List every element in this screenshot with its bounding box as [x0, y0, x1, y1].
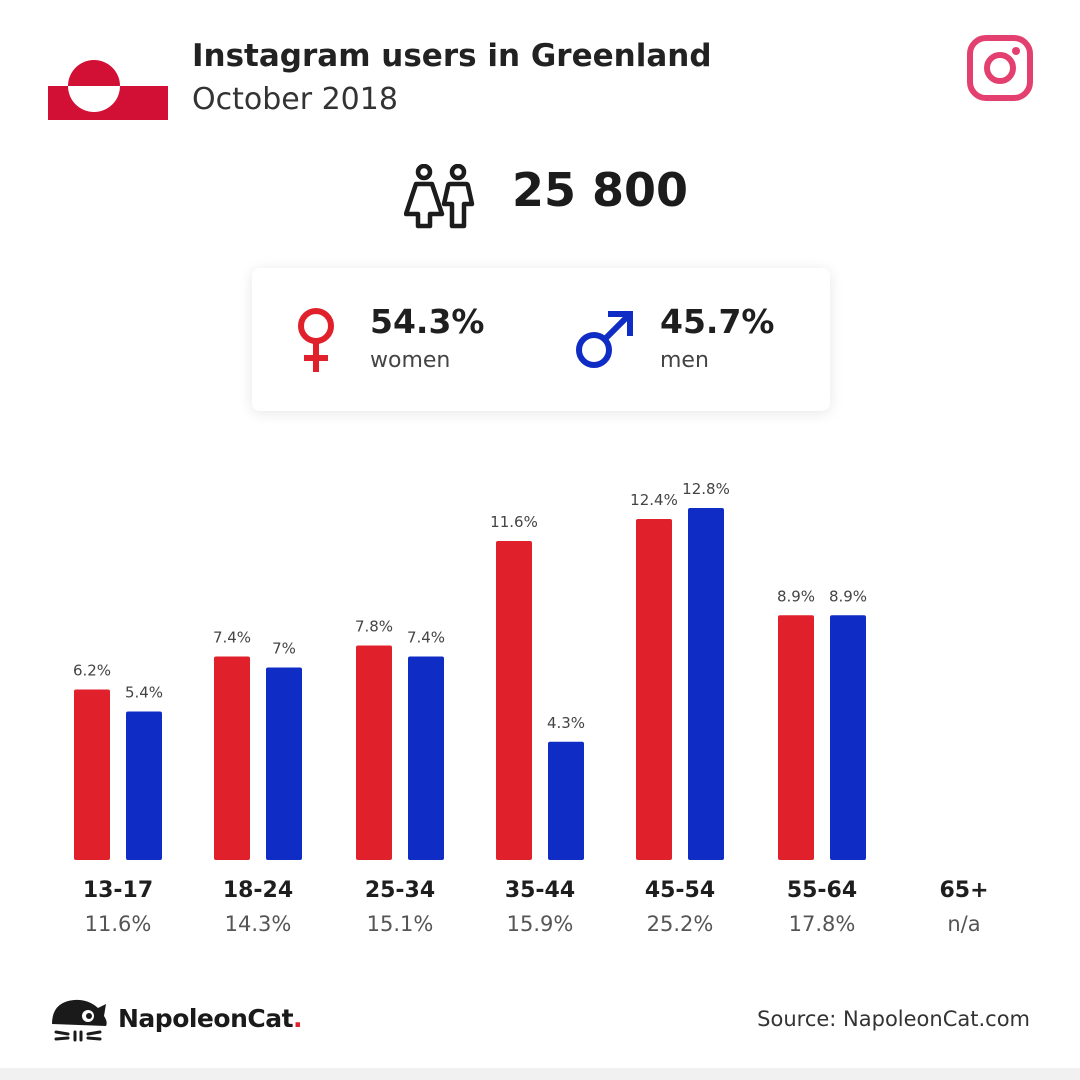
- brand-name-text: NapoleonCat: [118, 1004, 294, 1033]
- brand-name: NapoleonCat.: [118, 1004, 303, 1033]
- age-group-total: 14.3%: [224, 912, 292, 936]
- data-label-women-25-34: 7.8%: [355, 618, 393, 636]
- bar-men-35-44: [548, 741, 584, 860]
- data-label-women-18-24: 7.4%: [213, 629, 251, 647]
- age-group-label: 25-34: [364, 878, 436, 903]
- greenland-flag-icon: [48, 52, 168, 120]
- men-percent: 45.7%: [660, 302, 775, 341]
- age-group-total: 11.6%: [84, 912, 152, 936]
- bars-canvas: 6.2% 7.4% 7.8% 11.6% 12.4% 8.9% 5.4% 7% 7.4% 4.3%…: [73, 480, 867, 860]
- female-symbol-icon: [292, 306, 340, 376]
- data-label-women-55-64: 8.9%: [777, 587, 815, 605]
- source-text: Source: NapoleonCat.com: [757, 1007, 1030, 1031]
- bar-men-55-64: [830, 615, 866, 860]
- bar-women-35-44: [496, 541, 532, 860]
- age-group-label: 45-54: [644, 878, 716, 903]
- data-label-women-13-17: 6.2%: [73, 662, 111, 680]
- gender-breakdown-card: 54.3% women 45.7% men: [252, 268, 830, 411]
- bar-men-25-34: [408, 656, 444, 860]
- age-group-total: 15.9%: [506, 912, 574, 936]
- bar-men-13-17: [126, 711, 162, 860]
- bar-women-55-64: [778, 615, 814, 860]
- age-group-label: 55-64: [786, 878, 858, 903]
- age-group-total: 25.2%: [646, 912, 714, 936]
- brand-dot: .: [293, 1004, 303, 1033]
- instagram-icon: [966, 34, 1034, 102]
- data-label-men-18-24: 7%: [272, 640, 296, 658]
- bar-men-18-24: [266, 667, 302, 860]
- women-label: women: [370, 348, 451, 373]
- total-users-value: 25 800: [512, 163, 689, 217]
- napoleoncat-logo-icon: [48, 994, 110, 1044]
- age-group-total: 15.1%: [366, 912, 434, 936]
- data-label-men-25-34: 7.4%: [407, 629, 445, 647]
- data-label-women-35-44: 11.6%: [490, 513, 538, 531]
- age-group-label: 13-17: [82, 878, 154, 903]
- chart-title: Instagram users in Greenland: [192, 38, 712, 74]
- data-label-men-55-64: 8.9%: [829, 587, 867, 605]
- data-label-men-13-17: 5.4%: [125, 684, 163, 702]
- data-label-men-35-44: 4.3%: [547, 714, 585, 732]
- age-group-total: 17.8%: [788, 912, 856, 936]
- men-label: men: [660, 348, 709, 373]
- data-label-men-45-54: 12.8%: [682, 480, 730, 498]
- age-group-total: n/a: [947, 912, 981, 936]
- age-gender-bar-chart: 6.2% 7.4% 7.8% 11.6% 12.4% 8.9% 5.4% 7% 7.4% 4.3%…: [0, 460, 1080, 960]
- data-label-women-45-54: 12.4%: [630, 491, 678, 509]
- bar-women-45-54: [636, 519, 672, 860]
- footer-strip: [0, 1068, 1080, 1080]
- bar-women-18-24: [214, 656, 250, 860]
- people-icon: [403, 163, 478, 230]
- women-percent: 54.3%: [370, 302, 485, 341]
- age-group-label: 18-24: [222, 878, 294, 903]
- chart-subtitle: October 2018: [192, 82, 398, 117]
- bar-men-45-54: [688, 508, 724, 860]
- age-group-label: 65+: [939, 878, 989, 903]
- male-symbol-icon: [574, 308, 636, 370]
- bar-women-13-17: [74, 689, 110, 860]
- age-group-label: 35-44: [504, 878, 576, 903]
- bar-women-25-34: [356, 645, 392, 860]
